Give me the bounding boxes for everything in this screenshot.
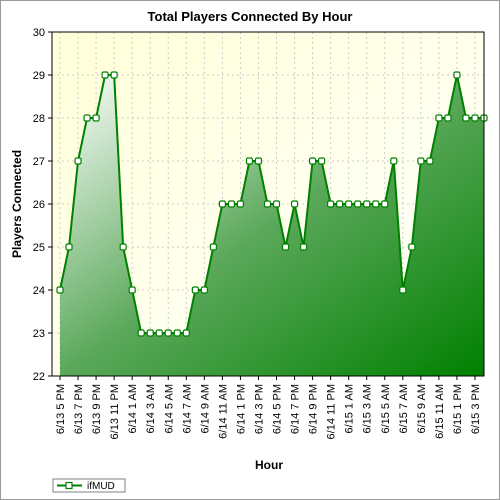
x-tick-label: 6/14 5 AM: [163, 384, 175, 434]
data-point: [245, 157, 254, 165]
data-point: [227, 200, 236, 208]
data-point: [354, 200, 362, 208]
y-axis-title: Players Connected: [10, 150, 24, 258]
x-tick-label: 6/13 9 PM: [91, 384, 103, 434]
x-tick-label: 6/14 3 PM: [253, 384, 265, 434]
data-point: [254, 157, 263, 165]
data-point: [408, 243, 416, 251]
x-tick-label: 6/15 1 AM: [344, 384, 356, 434]
x-tick-label: 6/13 5 PM: [55, 384, 67, 434]
y-tick-label: 28: [33, 113, 45, 125]
data-point: [128, 286, 136, 294]
data-point: [236, 200, 245, 208]
y-tick-label: 26: [33, 199, 45, 211]
x-tick-label: 6/14 9 AM: [199, 384, 211, 434]
data-points: [56, 71, 488, 337]
data-point: [182, 329, 190, 337]
data-point: [272, 200, 281, 208]
x-tick-label: 6/15 5 AM: [380, 384, 392, 434]
data-point: [110, 71, 118, 79]
data-point: [281, 243, 290, 251]
series-area: [60, 75, 484, 376]
x-tick-label: 6/15 7 AM: [398, 384, 410, 434]
y-tick-label: 22: [33, 371, 45, 383]
y-axis-ticks: 22 23 24 25 26 27 28 29 30: [33, 27, 52, 383]
data-point: [417, 157, 425, 165]
data-point: [83, 114, 91, 122]
chart-title: Total Players Connected By Hour: [148, 9, 353, 24]
data-point: [146, 329, 154, 337]
data-point: [471, 114, 479, 122]
y-tick-label: 27: [33, 156, 45, 168]
data-point: [299, 243, 308, 251]
data-point: [119, 243, 127, 251]
data-point: [381, 200, 389, 208]
data-point: [209, 243, 217, 251]
x-tick-label: 6/14 1 PM: [235, 384, 247, 434]
x-tick-label: 6/15 3 AM: [362, 384, 374, 434]
data-point: [435, 114, 443, 122]
data-point: [155, 329, 163, 337]
x-axis-ticks: 6/13 5 PM 6/13 7 PM 6/13 9 PM 6/13 11 PM 6/1…: [55, 376, 482, 439]
x-tick-label: 6/14 1 AM: [127, 384, 139, 434]
data-point: [372, 200, 380, 208]
data-point: [336, 200, 344, 208]
data-point: [164, 329, 172, 337]
data-point: [399, 286, 407, 294]
data-point: [74, 157, 82, 165]
data-point: [462, 114, 470, 122]
x-tick-label: 6/15 3 PM: [470, 384, 482, 434]
data-point: [137, 329, 145, 337]
data-point: [200, 286, 208, 294]
x-tick-label: 6/14 9 PM: [308, 384, 320, 434]
series-line: [59, 74, 484, 334]
x-tick-label: 6/13 7 PM: [73, 384, 85, 434]
data-point: [318, 157, 326, 165]
y-tick-label: 23: [33, 328, 45, 340]
data-point: [308, 157, 317, 165]
data-point: [363, 200, 371, 208]
data-point: [173, 329, 181, 337]
data-point: [56, 286, 64, 294]
data-point: [327, 200, 335, 208]
x-tick-label: 6/14 7 AM: [181, 384, 193, 434]
x-tick-label: 6/15 9 AM: [416, 384, 428, 434]
x-tick-label: 6/14 11 PM: [326, 384, 338, 439]
legend-swatch-marker: [65, 481, 73, 490]
data-point: [92, 114, 100, 122]
data-point: [290, 200, 299, 208]
data-point: [191, 286, 199, 294]
y-tick-label: 29: [33, 70, 45, 82]
data-point: [426, 157, 434, 165]
x-tick-label: 6/14 5 PM: [272, 384, 284, 434]
x-axis-title: Hour: [255, 458, 283, 472]
data-point: [65, 243, 73, 251]
legend: ifMUD: [52, 478, 126, 493]
x-tick-label: 6/14 7 PM: [290, 384, 302, 434]
data-point: [453, 71, 461, 79]
x-tick-label: 6/14 11 AM: [217, 384, 229, 439]
x-tick-label: 6/13 11 PM: [109, 384, 121, 439]
legend-label: ifMUD: [87, 481, 115, 492]
y-tick-label: 24: [33, 285, 45, 297]
data-point: [263, 200, 272, 208]
x-tick-label: 6/14 3 AM: [145, 384, 157, 434]
data-point: [390, 157, 398, 165]
y-tick-label: 25: [33, 242, 45, 254]
y-tick-label: 30: [33, 27, 45, 39]
x-tick-label: 6/15 1 PM: [452, 384, 464, 434]
data-point: [218, 200, 226, 208]
data-point: [345, 200, 353, 208]
x-tick-label: 6/15 11 AM: [434, 384, 446, 439]
data-point: [101, 71, 109, 79]
data-point: [444, 114, 452, 122]
